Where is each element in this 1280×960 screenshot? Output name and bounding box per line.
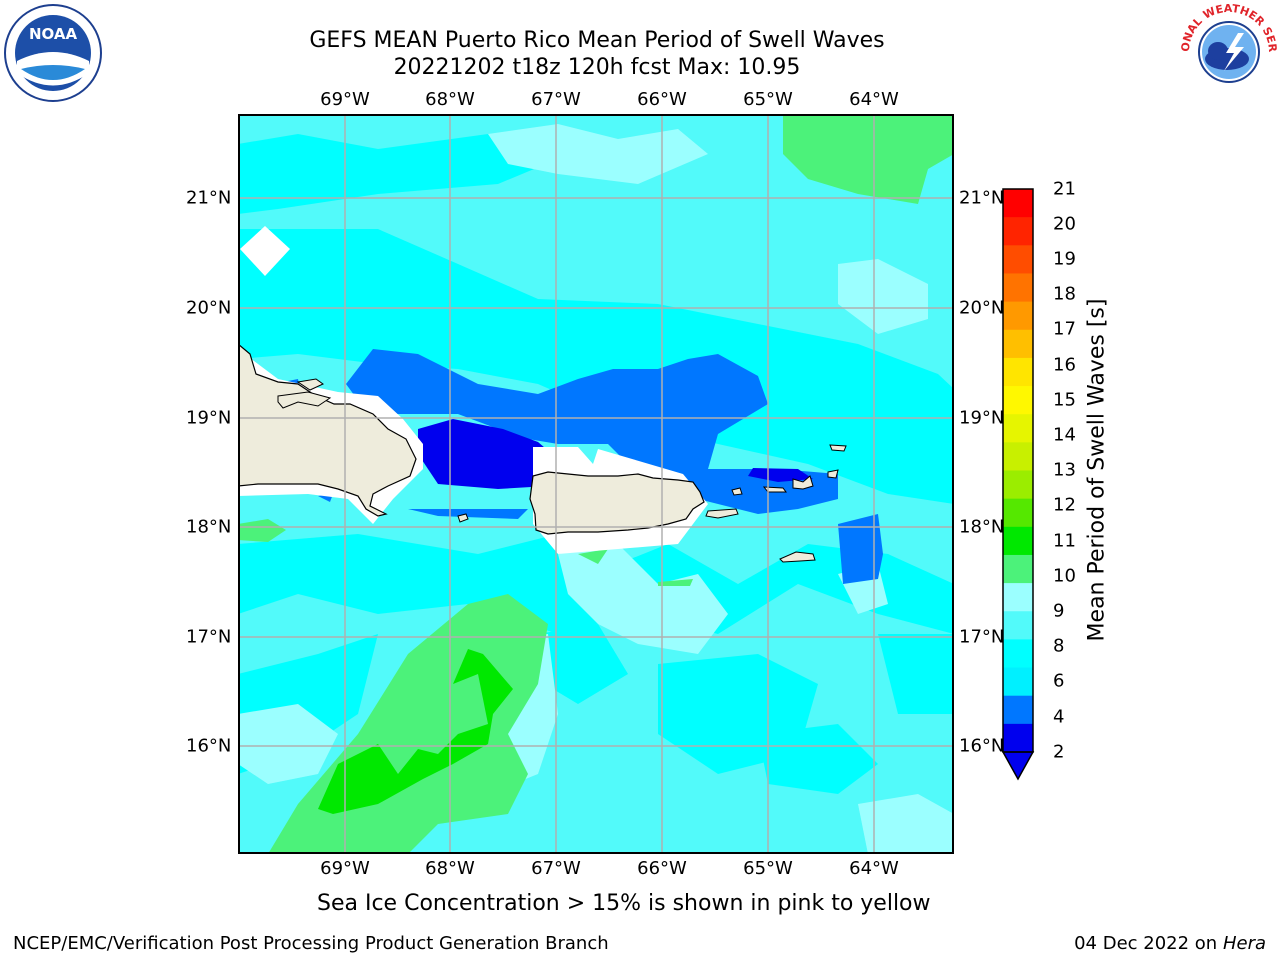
colorbar-band xyxy=(1003,329,1033,359)
map-frame xyxy=(238,114,954,854)
footer-branch: NCEP/EMC/Verification Post Processing Pr… xyxy=(13,933,609,954)
colorbar-band xyxy=(1003,526,1033,556)
colorbar-tick: 11 xyxy=(1053,530,1076,552)
colorbar-band xyxy=(1003,189,1033,218)
colorbar-tick: 4 xyxy=(1053,706,1065,728)
colorbar-tick: 15 xyxy=(1053,389,1076,411)
lon-label-bottom-64w: 64°W xyxy=(849,858,899,879)
colorbar-tick: 2 xyxy=(1053,741,1065,763)
colorbar-band xyxy=(1003,639,1033,669)
colorbar-band xyxy=(1003,357,1033,387)
colorbar xyxy=(1000,186,1060,790)
lat-label-left-21n: 21°N xyxy=(186,187,232,209)
colorbar-tick: 13 xyxy=(1053,459,1076,481)
colorbar-band xyxy=(1003,554,1033,584)
tortola-island xyxy=(792,475,814,490)
anegada-island xyxy=(829,444,847,452)
puerto-rico-land xyxy=(529,471,705,535)
colorbar-tick: 6 xyxy=(1053,670,1065,692)
lat-label-left-20n: 20°N xyxy=(186,297,232,319)
colorbar-band xyxy=(1003,442,1033,471)
colorbar-tick: 16 xyxy=(1053,354,1076,376)
field-2-4 xyxy=(283,349,883,584)
colorbar-tick: 19 xyxy=(1053,248,1076,270)
vieques-island xyxy=(705,508,739,519)
lat-label-left-17n: 17°N xyxy=(186,626,232,648)
lon-label-bottom-69w: 69°W xyxy=(320,858,370,879)
colorbar-band xyxy=(1003,386,1033,415)
lon-label-bottom-68w: 68°W xyxy=(425,858,475,879)
colorbar-tick: 10 xyxy=(1053,565,1076,587)
lon-label-bottom-67w: 67°W xyxy=(531,858,581,879)
st-thomas-island xyxy=(762,486,787,493)
mona-island xyxy=(457,513,469,523)
lon-label-top-66w: 66°W xyxy=(637,89,687,110)
nws-logo: NATIONAL WEATHER SERVICE xyxy=(1175,0,1279,105)
noaa-logo: NOAA xyxy=(3,3,103,107)
colorbar-band xyxy=(1003,273,1033,303)
lat-label-right-16n: 16°N xyxy=(959,735,1005,757)
sea-ice-note: Sea Ice Concentration > 15% is shown in … xyxy=(317,891,931,916)
field-below-2 xyxy=(418,419,813,489)
lat-label-right-18n: 18°N xyxy=(959,516,1005,538)
colorbar-band xyxy=(1003,583,1033,612)
colorbar-band xyxy=(1003,301,1033,331)
footer-machine: Hera xyxy=(1222,933,1266,954)
virgin-gorda-island xyxy=(827,469,839,479)
colorbar-band xyxy=(1003,245,1033,274)
chart-subtitle: 20221202 t18z 120h fcst Max: 10.95 xyxy=(393,55,801,80)
colorbar-extend-arrow xyxy=(1001,751,1035,781)
colorbar-band xyxy=(1003,414,1033,443)
noaa-logo-text: NOAA xyxy=(29,25,78,43)
colorbar-bands xyxy=(1003,189,1033,753)
lon-label-top-68w: 68°W xyxy=(425,89,475,110)
map-gridlines xyxy=(238,114,954,854)
swell-period-map xyxy=(238,114,954,854)
lat-label-right-17n: 17°N xyxy=(959,626,1005,648)
colorbar-tick: 9 xyxy=(1053,600,1065,622)
st-croix-island xyxy=(779,551,816,563)
colorbar-tick: 18 xyxy=(1053,283,1076,305)
lon-label-top-67w: 67°W xyxy=(531,89,581,110)
chart-title: GEFS MEAN Puerto Rico Mean Period of Swe… xyxy=(309,28,885,53)
lat-label-right-21n: 21°N xyxy=(959,187,1005,209)
colorbar-tick: 17 xyxy=(1053,318,1076,340)
colorbar-label: Mean Period of Swell Waves [s] xyxy=(1084,298,1110,642)
colorbar-band xyxy=(1003,470,1033,500)
colorbar-tick: 8 xyxy=(1053,635,1065,657)
field-10-11 xyxy=(318,649,513,814)
lat-label-right-19n: 19°N xyxy=(959,407,1005,429)
tortuga-island xyxy=(277,391,332,409)
lat-label-left-16n: 16°N xyxy=(186,735,232,757)
lon-label-top-69w: 69°W xyxy=(320,89,370,110)
colorbar-band xyxy=(1003,667,1033,697)
lat-label-left-19n: 19°N xyxy=(186,407,232,429)
colorbar-tick: 12 xyxy=(1053,494,1076,516)
lon-label-bottom-65w: 65°W xyxy=(743,858,793,879)
islet-north xyxy=(296,378,324,391)
lon-label-top-64w: 64°W xyxy=(849,89,899,110)
lat-label-right-20n: 20°N xyxy=(959,297,1005,319)
colorbar-tick: 14 xyxy=(1053,424,1076,446)
colorbar-tick: 20 xyxy=(1053,213,1076,235)
hispaniola-land xyxy=(238,343,417,517)
footer-date: 04 Dec 2022 on Hera xyxy=(1074,933,1266,954)
colorbar-band xyxy=(1003,611,1033,640)
colorbar-band xyxy=(1003,695,1033,725)
lon-label-top-65w: 65°W xyxy=(743,89,793,110)
colorbar-frame xyxy=(1002,188,1034,753)
colorbar-tick: 21 xyxy=(1053,178,1076,200)
footer-date-text: 04 Dec 2022 on xyxy=(1074,933,1218,954)
colorbar-band xyxy=(1003,498,1033,528)
lon-label-bottom-66w: 66°W xyxy=(637,858,687,879)
lat-label-left-18n: 18°N xyxy=(186,516,232,538)
culebra-island xyxy=(731,487,743,496)
colorbar-band xyxy=(1003,217,1033,246)
colorbar-band xyxy=(1003,723,1033,753)
